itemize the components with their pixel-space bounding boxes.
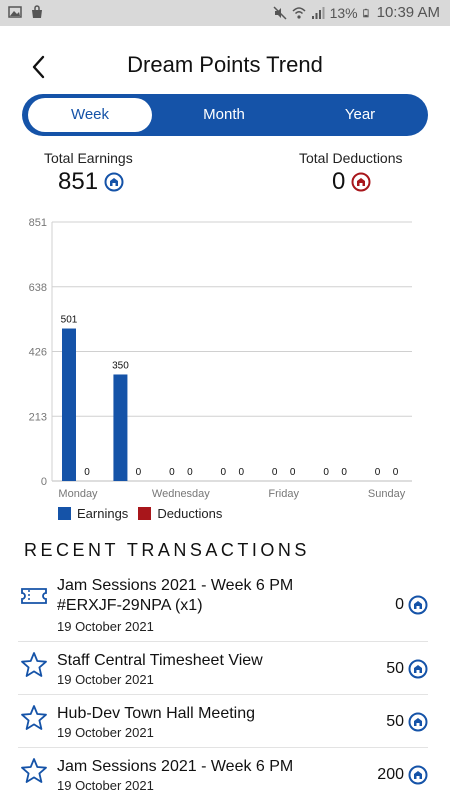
transaction-amount: 0	[395, 595, 428, 615]
data-label-earnings: 501	[61, 315, 78, 326]
legend-earnings: Earnings	[58, 506, 128, 521]
transactions-list: Jam Sessions 2021 - Week 6 PM #ERXJF-29N…	[0, 570, 450, 800]
battery-icon	[362, 8, 369, 17]
y-tick-label: 851	[29, 217, 47, 229]
x-tick-label: Friday	[268, 488, 299, 500]
y-tick-label: 638	[29, 282, 47, 294]
transaction-amount: 50	[386, 712, 428, 732]
legend-deductions-swatch	[138, 507, 152, 520]
points-bar-chart: 0 213 426 638 851 501 0 Monday 350 0 0 0 Wednesday 0 0…	[29, 217, 412, 500]
data-label-deductions: 0	[393, 467, 399, 478]
deductions-coin-icon	[351, 172, 371, 192]
transaction-amount-value: 50	[386, 660, 404, 677]
gallery-notification-icon	[8, 6, 22, 18]
transaction-name: Hub-Dev Town Hall Meeting	[57, 705, 256, 722]
ticket-icon	[21, 588, 47, 604]
battery-percent: 13%	[329, 4, 358, 21]
clock: 10:39 AM	[376, 4, 440, 21]
data-label-deductions: 0	[239, 467, 245, 478]
total-earnings: 851	[58, 168, 124, 196]
tab-year[interactable]: Year	[344, 106, 376, 123]
total-deductions-value: 0	[332, 168, 346, 195]
data-label-earnings: 350	[112, 360, 129, 371]
coin-icon	[408, 595, 428, 615]
legend-deductions-label: Deductions	[157, 506, 223, 521]
data-label-deductions: 0	[187, 467, 193, 478]
bar-earnings	[113, 374, 128, 481]
transaction-item[interactable]: Hub-Dev Town Hall Meeting 19 October 202…	[18, 695, 428, 748]
total-deductions: 0	[332, 168, 371, 196]
page-title: Dream Points Trend	[127, 52, 323, 77]
bag-notification-icon	[32, 5, 42, 18]
coin-icon	[408, 765, 428, 785]
earnings-coin-icon	[104, 172, 124, 192]
transaction-name: Staff Central Timesheet View	[57, 652, 263, 669]
transaction-date: 19 October 2021	[57, 725, 154, 740]
total-earnings-value: 851	[58, 168, 99, 195]
legend-deductions: Deductions	[138, 506, 222, 521]
data-label-deductions: 0	[290, 467, 296, 478]
x-tick-label: Monday	[58, 488, 98, 500]
transaction-amount-value: 50	[386, 713, 404, 730]
star-icon	[21, 758, 47, 783]
y-tick-label: 0	[41, 476, 47, 488]
star-icon	[21, 652, 47, 677]
transaction-amount: 200	[377, 765, 428, 785]
transaction-item[interactable]: Jam Sessions 2021 - Week 6 PM 19 October…	[18, 748, 428, 800]
transaction-name: Jam Sessions 2021 - Week 6 PM	[57, 758, 294, 775]
transaction-amount-value: 0	[395, 596, 404, 613]
transaction-name: Jam Sessions 2021 - Week 6 PM #ERXJF-29N…	[57, 577, 294, 614]
wifi-icon	[292, 6, 306, 19]
star-icon	[21, 705, 47, 730]
back-arrow-icon[interactable]	[26, 54, 52, 80]
legend-earnings-label: Earnings	[77, 506, 129, 521]
status-bar: 13% 10:39 AM	[0, 0, 450, 26]
coin-icon	[408, 712, 428, 732]
transaction-amount-value: 200	[377, 766, 404, 783]
transaction-item[interactable]: Jam Sessions 2021 - Week 6 PM #ERXJF-29N…	[18, 570, 428, 642]
tab-month[interactable]: Month	[203, 106, 245, 123]
data-label-deductions: 0	[84, 467, 90, 478]
coin-icon	[408, 659, 428, 679]
bar-earnings	[62, 328, 76, 481]
x-tick-label: Sunday	[368, 488, 406, 500]
y-tick-label: 213	[29, 411, 47, 423]
period-tabs: Week Month Year	[22, 94, 428, 136]
recent-transactions-heading: RECENT TRANSACTIONS	[24, 540, 310, 560]
data-label-deductions: 0	[136, 467, 142, 478]
transaction-date: 19 October 2021	[57, 619, 154, 634]
mute-icon	[273, 5, 287, 20]
transaction-amount: 50	[386, 659, 428, 679]
header: Dream Points Trend	[0, 44, 450, 88]
data-label-earnings: 0	[169, 467, 175, 478]
transaction-date: 19 October 2021	[57, 672, 154, 687]
signal-icon	[311, 6, 325, 19]
chart-legend: Earnings Deductions	[58, 506, 232, 521]
transaction-date: 19 October 2021	[57, 778, 154, 793]
tab-week[interactable]: Week	[28, 98, 152, 132]
data-label-earnings: 0	[221, 467, 227, 478]
data-label-deductions: 0	[341, 467, 347, 478]
data-label-earnings: 0	[375, 467, 381, 478]
total-deductions-label: Total Deductions	[299, 150, 403, 166]
legend-earnings-swatch	[58, 507, 71, 520]
x-tick-label: Wednesday	[152, 488, 210, 500]
y-tick-label: 426	[29, 347, 47, 359]
total-earnings-label: Total Earnings	[44, 150, 133, 166]
transaction-item[interactable]: Staff Central Timesheet View 19 October …	[18, 642, 428, 695]
data-label-earnings: 0	[272, 467, 278, 478]
data-label-earnings: 0	[323, 467, 329, 478]
